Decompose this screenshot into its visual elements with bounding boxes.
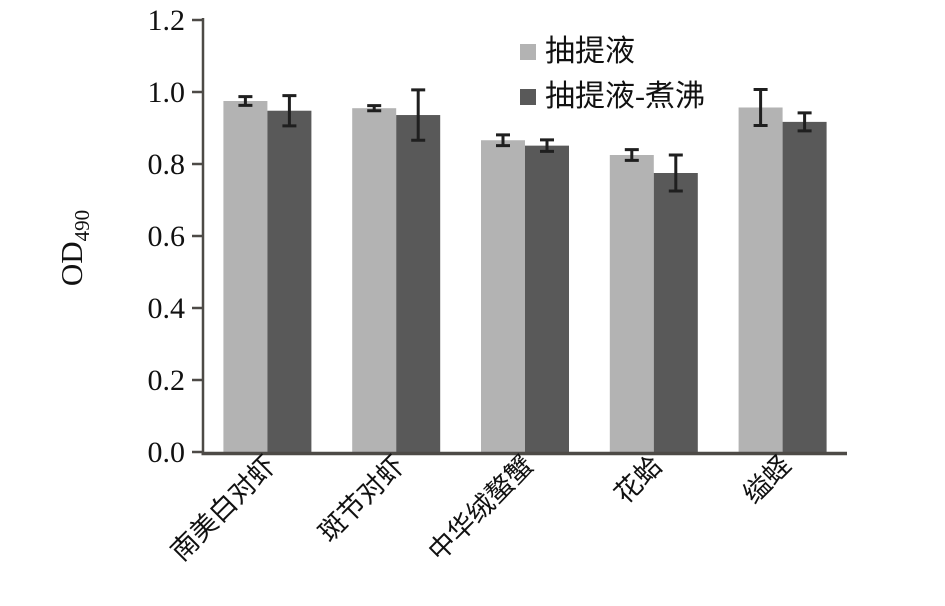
error-bar-series1-cat1 (411, 88, 426, 142)
error-bar-series0-cat4 (753, 87, 768, 127)
bar-series1-cat3 (653, 173, 698, 452)
bar-series0-cat4 (738, 107, 783, 452)
bar-series0-cat1 (352, 108, 397, 452)
error-bar-series1-cat2 (540, 138, 554, 153)
bar-series1-cat1 (396, 115, 441, 452)
legend-label-0: 抽提液 (545, 35, 635, 68)
error-bar-series0-cat2 (496, 133, 510, 148)
legend-label-1: 抽提液-煮沸 (545, 80, 705, 113)
bar-series1-cat2 (525, 145, 569, 452)
y-tick-label: 0.8 (148, 148, 186, 181)
y-tick-label: 0.2 (148, 364, 186, 397)
error-bar-series1-cat4 (797, 111, 812, 133)
error-bar-series1-cat0 (282, 94, 297, 128)
y-tick-label: 1.0 (148, 76, 186, 109)
y-axis-title: OD490 (54, 210, 94, 286)
y-tick-label: 1.2 (148, 4, 186, 37)
bar-series1-cat4 (782, 121, 827, 452)
legend-swatch-1 (520, 89, 536, 105)
error-bar-series0-cat1 (367, 104, 382, 113)
bar-series1-cat0 (267, 110, 312, 452)
y-tick-label: 0.0 (148, 436, 186, 469)
bar-series0-cat3 (609, 155, 654, 452)
error-bar-series0-cat0 (238, 95, 253, 107)
error-bar-series1-cat3 (668, 153, 683, 193)
x-category-label: 中华绒螯蟹 (423, 450, 540, 567)
x-category-label: 斑节对虾 (313, 450, 411, 548)
y-tick-label: 0.6 (148, 220, 186, 253)
bar-series0-cat2 (481, 140, 525, 453)
bar-series0-cat0 (223, 101, 268, 452)
y-tick-label: 0.4 (148, 292, 186, 325)
x-category-label: 缢蛏 (737, 450, 796, 509)
error-bar-series0-cat3 (624, 148, 639, 162)
x-category-label: 花蛤 (609, 450, 668, 509)
legend-swatch-0 (520, 44, 536, 60)
